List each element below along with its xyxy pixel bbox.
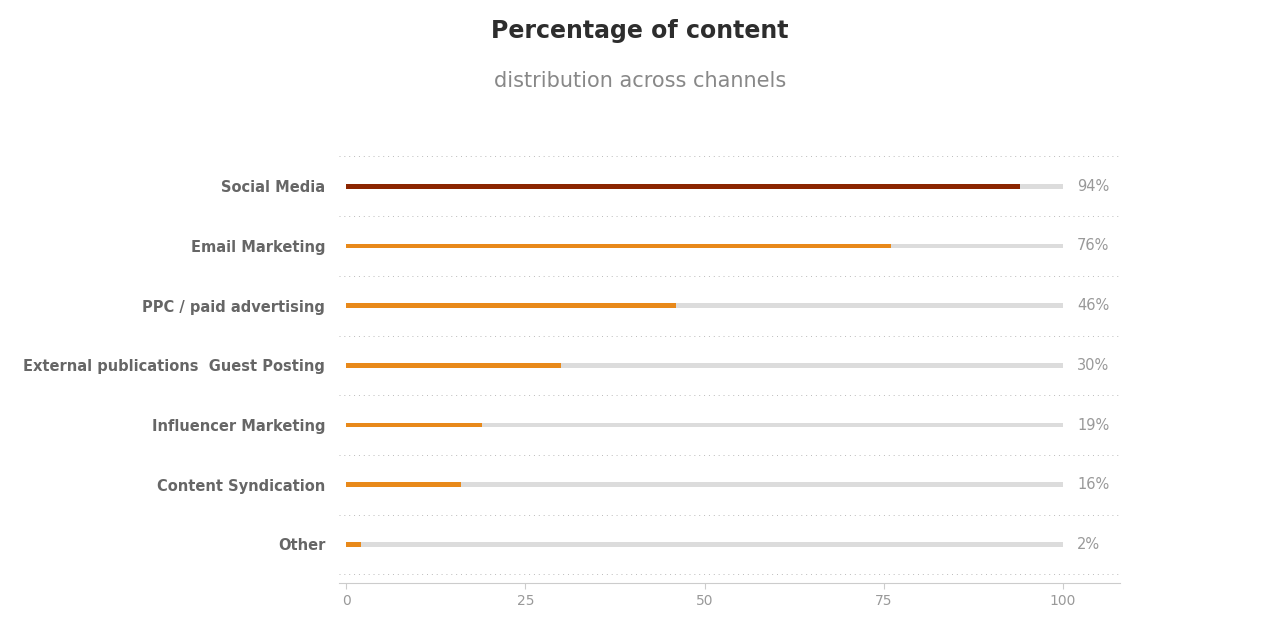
Bar <box>347 483 461 487</box>
Text: 76%: 76% <box>1076 238 1110 253</box>
Bar <box>347 244 891 248</box>
Bar <box>347 422 1062 428</box>
Text: 94%: 94% <box>1076 179 1110 194</box>
Text: 19%: 19% <box>1076 417 1110 433</box>
Text: 2%: 2% <box>1076 537 1100 552</box>
Bar <box>347 483 1062 487</box>
Bar <box>347 303 676 308</box>
Text: 46%: 46% <box>1076 298 1110 313</box>
Bar <box>347 363 561 368</box>
Text: 30%: 30% <box>1076 358 1110 373</box>
Text: Percentage of content: Percentage of content <box>492 19 788 43</box>
Bar <box>347 303 1062 308</box>
Bar <box>347 542 1062 547</box>
Bar <box>347 244 1062 248</box>
Bar <box>347 542 361 547</box>
Bar <box>347 363 1062 368</box>
Bar <box>347 184 1020 188</box>
Bar <box>347 422 483 428</box>
Text: distribution across channels: distribution across channels <box>494 71 786 90</box>
Text: 16%: 16% <box>1076 478 1110 492</box>
Bar <box>347 184 1062 188</box>
